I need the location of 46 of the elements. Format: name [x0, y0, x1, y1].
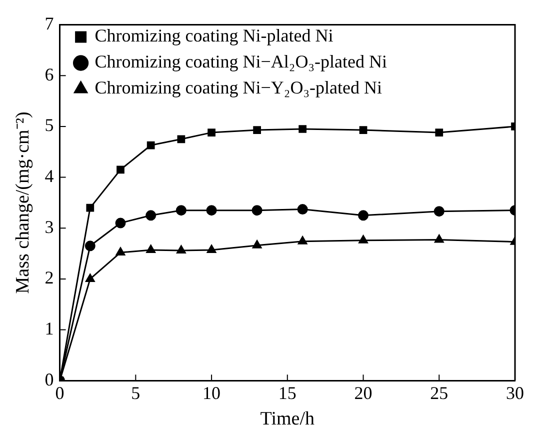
y-tick-label: 5 [44, 115, 54, 136]
x-axis-title: Time/h [260, 408, 315, 430]
point [176, 245, 186, 254]
y-tick-label: 4 [44, 166, 54, 186]
point [298, 125, 307, 133]
x-tick-label: 15 [278, 383, 296, 404]
point [359, 126, 368, 134]
point [116, 247, 126, 256]
point [297, 204, 308, 215]
point [115, 218, 126, 228]
legend-label: Chromizing coating Ni-plated Ni [94, 26, 334, 46]
legend-label: Chromizing coating Ni−Y₂O₃-plated Ni [94, 78, 382, 98]
y-axis-title: Mass change/(mg·cm⁻²) [12, 112, 34, 294]
y-tick-label: 2 [44, 268, 54, 288]
point [298, 236, 308, 244]
point [206, 244, 216, 253]
x-tick-label: 30 [506, 383, 524, 404]
point [206, 205, 217, 216]
x-tick-label: 10 [202, 383, 221, 404]
point [86, 204, 94, 212]
point [146, 210, 156, 221]
point [176, 205, 186, 216]
point [208, 128, 216, 136]
point [146, 244, 156, 253]
point [434, 234, 444, 243]
x-tick-label: 5 [131, 383, 140, 404]
point [86, 274, 95, 282]
y-tick-label: 3 [44, 216, 54, 237]
y-tick-label: 7 [44, 14, 54, 34]
point [434, 206, 444, 217]
point [358, 235, 368, 244]
point [177, 135, 186, 144]
point [435, 128, 444, 136]
point [84, 240, 96, 252]
point [252, 240, 262, 248]
y-tick-label: 1 [44, 318, 54, 339]
y-tick-label: 6 [44, 64, 54, 84]
legend-label: Chromizing coating Ni−Al₂O₃-plated Ni [94, 52, 387, 72]
point [116, 166, 124, 174]
x-tick-label: 25 [430, 383, 448, 404]
y-tick-label: 0 [44, 369, 54, 390]
point [146, 141, 155, 150]
x-tick-label: 20 [354, 383, 372, 404]
point [358, 210, 369, 221]
point [252, 205, 262, 216]
point [253, 126, 261, 134]
